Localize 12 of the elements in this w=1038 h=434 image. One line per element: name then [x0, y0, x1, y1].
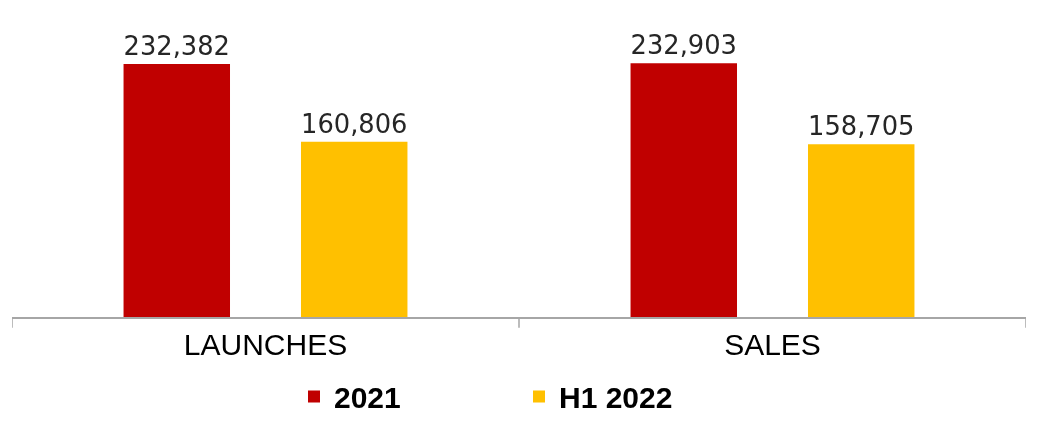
x-tick-label: LAUNCHES	[183, 327, 348, 361]
legend-label: 2021	[334, 381, 401, 415]
data-label: 232,382	[123, 30, 230, 61]
legend-label: H1 2022	[559, 381, 673, 415]
bar	[630, 63, 738, 317]
data-label: 160,806	[301, 108, 408, 139]
bar	[300, 141, 408, 317]
bar	[123, 63, 231, 317]
data-label: 232,903	[630, 30, 737, 61]
bar	[807, 144, 915, 317]
data-label: 158,705	[808, 111, 915, 142]
x-tick-label: SALES	[724, 327, 821, 361]
